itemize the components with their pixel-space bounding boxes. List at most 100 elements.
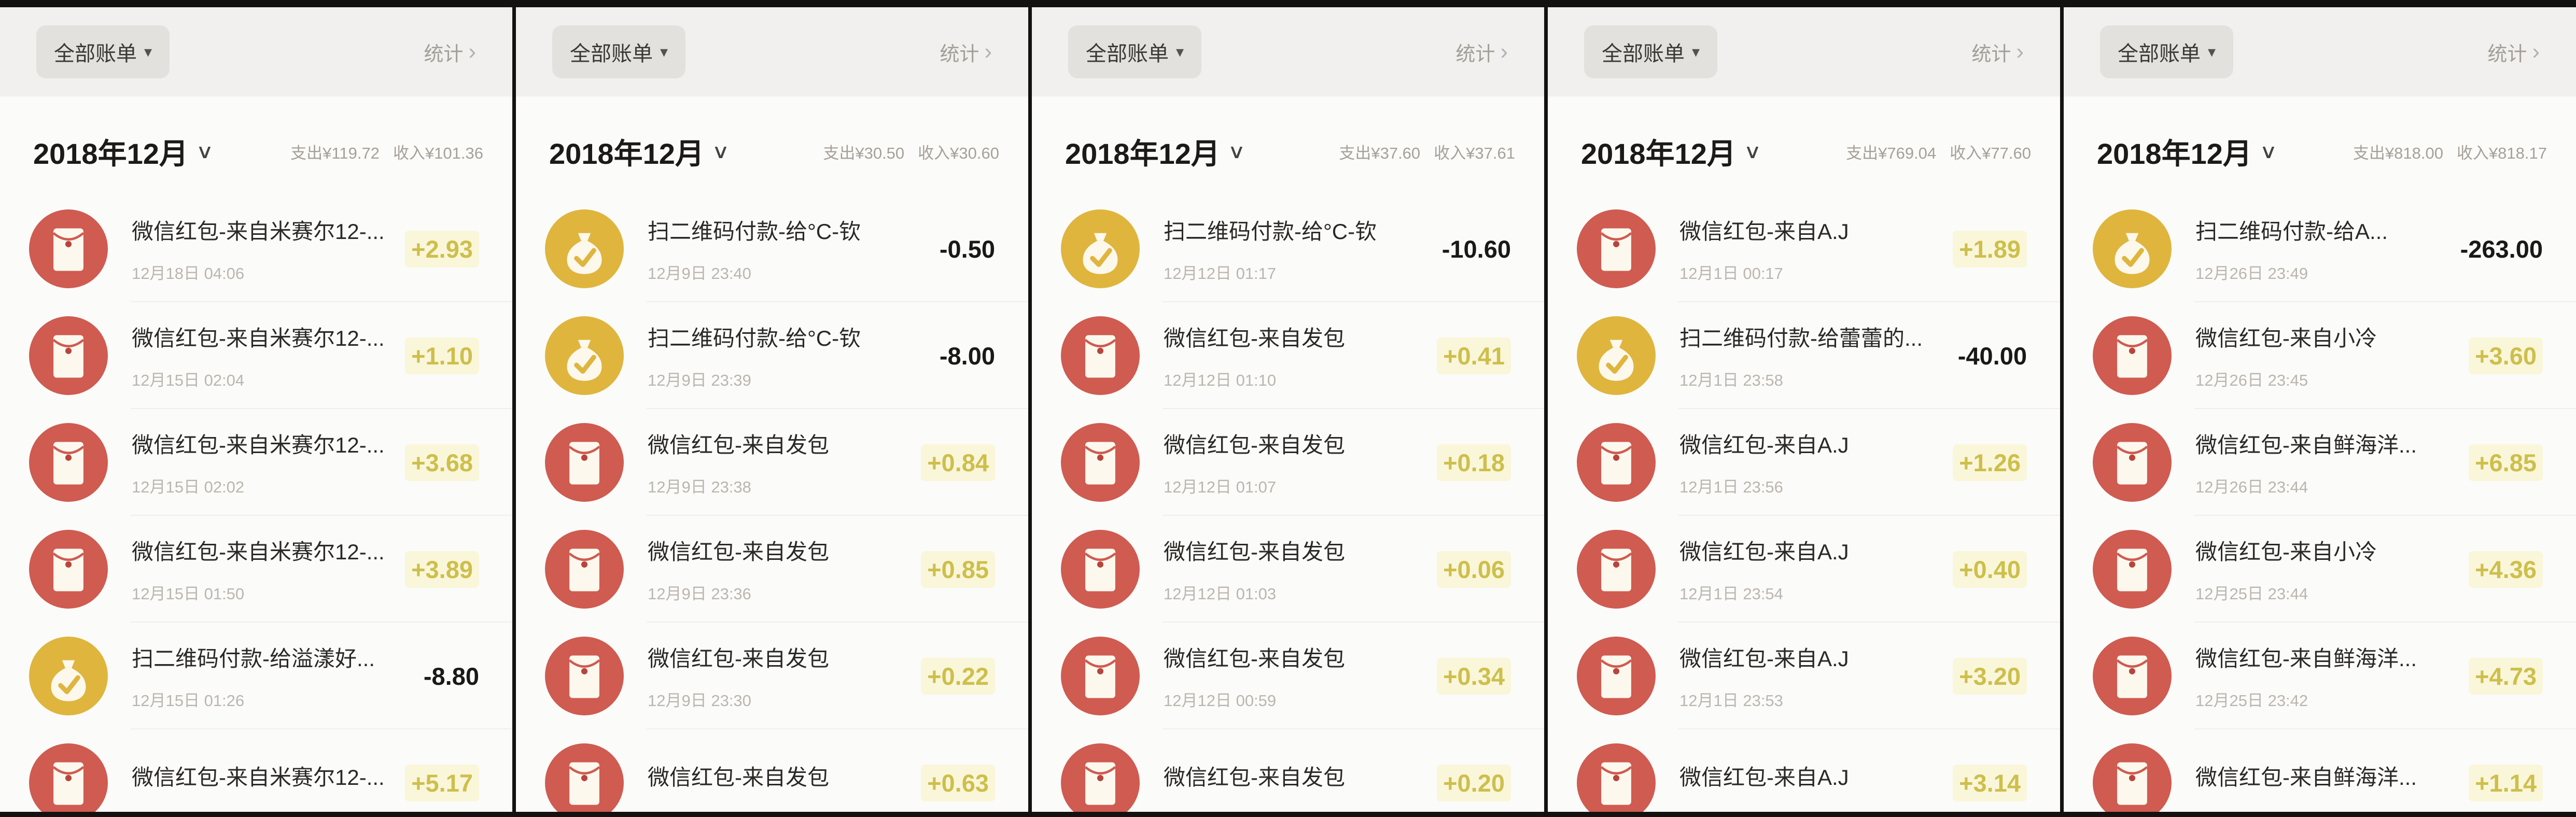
transaction-row[interactable]: 微信红包-来自A.J +3.14 [1548,729,2060,812]
transaction-row[interactable]: 微信红包-来自鲜海洋... 12月25日 23:42 +4.73 [2064,623,2576,729]
expense-total: 支出¥818.00 [2353,144,2443,162]
statistics-button[interactable]: 统计 › [2484,37,2543,67]
transaction-row[interactable]: 微信红包-来自米赛尔12-... 12月15日 02:02 +3.68 [0,409,512,516]
transaction-info: 微信红包-来自发包 12月12日 01:03 [1164,534,1421,604]
transaction-time: 12月25日 23:44 [2195,585,2308,603]
all-bills-filter-button[interactable]: 全部账单 ▾ [2100,25,2234,78]
transaction-row[interactable]: 微信红包-来自米赛尔12-... 12月15日 01:50 +3.89 [0,516,512,623]
transaction-row[interactable]: 微信红包-来自发包 12月12日 01:03 +0.06 [1032,516,1544,623]
transaction-row[interactable]: 扫二维码付款-给溢漾好... 12月15日 01:26 -8.80 [0,623,512,729]
chevron-right-icon: › [2016,39,2024,64]
transaction-time: 12月26日 23:45 [2195,371,2308,389]
transaction-amount: -263.00 [2460,235,2543,263]
transaction-row[interactable]: 微信红包-来自小冷 12月26日 23:45 +3.60 [2064,302,2576,409]
income-total: 收入¥818.17 [2456,144,2547,162]
transaction-title: 微信红包-来自鲜海洋... [2195,765,2417,790]
transaction-info: 扫二维码付款-给°C-钦 12月9日 23:40 [648,214,924,284]
month-summary: 支出¥119.72 收入¥101.36 [290,140,483,163]
month-selector[interactable]: 2018年12月 ∨ [2097,131,2278,173]
transaction-row[interactable]: 微信红包-来自发包 12月9日 23:30 +0.22 [516,623,1028,729]
transaction-row[interactable]: 微信红包-来自米赛尔12-... +5.17 [0,729,512,812]
transaction-row[interactable]: 微信红包-来自米赛尔12-... 12月18日 04:06 +2.93 [0,195,512,302]
transaction-title: 扫二维码付款-给蕾蕾的... [1679,326,1923,350]
money-bag-icon [545,209,624,288]
statistics-button[interactable]: 统计 › [421,37,479,67]
transaction-row[interactable]: 微信红包-来自米赛尔12-... 12月15日 02:04 +1.10 [0,302,512,409]
statistics-label: 统计 [940,43,979,65]
transaction-title: 扫二维码付款-给溢漾好... [132,646,375,671]
transaction-amount: +1.14 [2469,764,2543,801]
transaction-info: 微信红包-来自A.J 12月1日 23:56 [1679,428,1937,497]
month-selector[interactable]: 2018年12月 ∨ [1065,131,1246,173]
red-envelope-icon [1577,637,1656,715]
statistics-button[interactable]: 统计 › [1452,37,1511,67]
transaction-row[interactable]: 扫二维码付款-给蕾蕾的... 12月1日 23:58 -40.00 [1548,302,2060,409]
transaction-row[interactable]: 微信红包-来自发包 12月12日 01:10 +0.41 [1032,302,1544,409]
transaction-title: 微信红包-来自发包 [1164,646,1345,671]
transaction-title: 微信红包-来自小冷 [2195,540,2377,564]
statistics-button[interactable]: 统计 › [1968,37,2027,67]
transaction-info: 微信红包-来自发包 12月9日 23:30 [648,641,905,711]
money-bag-icon [29,637,108,715]
red-envelope-icon [29,743,108,812]
transaction-row[interactable]: 微信红包-来自鲜海洋... +1.14 [2064,729,2576,812]
transaction-row[interactable]: 微信红包-来自发包 12月9日 23:36 +0.85 [516,516,1028,623]
chevron-down-icon: ∨ [1227,141,1246,163]
transaction-row[interactable]: 扫二维码付款-给°C-钦 12月9日 23:39 -8.00 [516,302,1028,409]
transaction-title: 微信红包-来自发包 [1164,540,1345,564]
month-selector[interactable]: 2018年12月 ∨ [33,131,214,173]
transaction-title: 微信红包-来自小冷 [2195,326,2377,350]
red-envelope-icon [1061,743,1140,812]
statistics-label: 统计 [424,43,464,65]
statistics-button[interactable]: 统计 › [936,37,995,67]
bill-topbar: 全部账单 ▾ 统计 › [2064,7,2576,96]
income-total: 收入¥101.36 [393,144,483,162]
transaction-row[interactable]: 微信红包-来自发包 12月12日 01:07 +0.18 [1032,409,1544,516]
month-selector[interactable]: 2018年12月 ∨ [549,131,730,173]
transaction-info: 微信红包-来自A.J 12月1日 00:17 [1679,214,1937,284]
transaction-row[interactable]: 微信红包-来自发包 12月12日 00:59 +0.34 [1032,623,1544,729]
transaction-info: 微信红包-来自A.J [1679,760,1937,806]
transaction-row[interactable]: 扫二维码付款-给°C-钦 12月12日 01:17 -10.60 [1032,195,1544,302]
transaction-row[interactable]: 微信红包-来自A.J 12月1日 23:56 +1.26 [1548,409,2060,516]
transaction-row[interactable]: 微信红包-来自发包 12月9日 23:38 +0.84 [516,409,1028,516]
transaction-row[interactable]: 微信红包-来自A.J 12月1日 23:53 +3.20 [1548,623,2060,729]
all-bills-filter-button[interactable]: 全部账单 ▾ [552,25,686,78]
caret-down-icon: ▾ [2208,43,2216,61]
transaction-row[interactable]: 微信红包-来自鲜海洋... 12月26日 23:44 +6.85 [2064,409,2576,516]
transaction-row[interactable]: 微信红包-来自小冷 12月25日 23:44 +4.36 [2064,516,2576,623]
chevron-down-icon: ∨ [1743,141,1762,163]
transaction-row[interactable]: 微信红包-来自A.J 12月1日 23:54 +0.40 [1548,516,2060,623]
transaction-info: 微信红包-来自小冷 12月25日 23:44 [2195,534,2453,604]
transaction-amount: +0.41 [1437,337,1511,374]
transaction-amount: +4.36 [2469,551,2543,588]
transaction-info: 微信红包-来自米赛尔12-... 12月15日 02:04 [132,321,389,390]
transaction-row[interactable]: 微信红包-来自发包 +0.20 [1032,729,1544,812]
transaction-title: 扫二维码付款-给°C-钦 [1164,219,1377,244]
transaction-time: 12月26日 23:44 [2195,478,2308,496]
transaction-amount: +3.20 [1953,657,2027,695]
bill-topbar: 全部账单 ▾ 统计 › [1548,7,2060,96]
transaction-title: 微信红包-来自鲜海洋... [2195,646,2417,671]
transaction-row[interactable]: 微信红包-来自A.J 12月1日 00:17 +1.89 [1548,195,2060,302]
month-selector[interactable]: 2018年12月 ∨ [1581,131,1762,173]
chevron-down-icon: ∨ [2259,141,2278,163]
transaction-amount: +3.89 [405,551,479,588]
transaction-row[interactable]: 扫二维码付款-给A... 12月26日 23:49 -263.00 [2064,195,2576,302]
transaction-title: 微信红包-来自A.J [1679,646,1849,671]
red-envelope-icon [29,530,108,609]
transaction-title: 扫二维码付款-给°C-钦 [648,326,861,350]
all-bills-filter-button[interactable]: 全部账单 ▾ [36,25,170,78]
red-envelope-icon [29,423,108,502]
transaction-row[interactable]: 扫二维码付款-给°C-钦 12月9日 23:40 -0.50 [516,195,1028,302]
transaction-info: 微信红包-来自发包 12月9日 23:36 [648,534,905,604]
red-envelope-icon [545,423,624,502]
transaction-amount: -40.00 [1957,342,2027,370]
transaction-amount: +2.93 [405,230,479,267]
all-bills-filter-button[interactable]: 全部账单 ▾ [1584,25,1718,78]
statistics-label: 统计 [1971,43,2011,65]
all-bills-filter-button[interactable]: 全部账单 ▾ [1068,25,1202,78]
caret-down-icon: ▾ [1692,43,1700,61]
transaction-info: 微信红包-来自发包 [1164,760,1421,806]
transaction-row[interactable]: 微信红包-来自发包 +0.63 [516,729,1028,812]
